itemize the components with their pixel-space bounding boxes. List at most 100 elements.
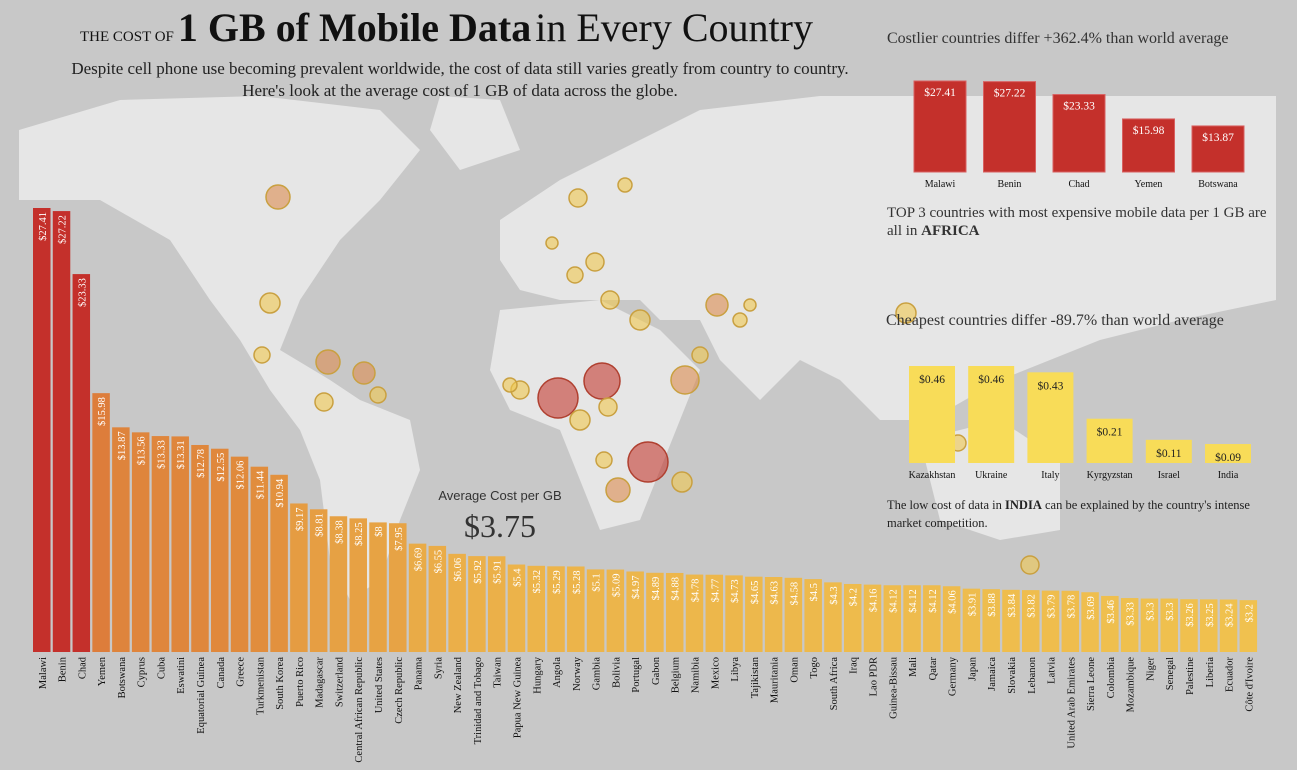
- bar-category-label: Greece: [236, 657, 247, 687]
- bar-chad: [72, 274, 91, 652]
- bar-category-label: Lao PDR: [869, 657, 880, 696]
- bar-lebanon: [1022, 590, 1040, 652]
- bar-value-label: $4.63: [770, 581, 781, 605]
- bar-category-label: Puerto Rico: [295, 657, 306, 707]
- map-bubble: [691, 346, 709, 364]
- bar-yemen: [92, 393, 110, 652]
- bar-category-label: Sierra Leone: [1086, 657, 1097, 711]
- map-bubble: [537, 377, 579, 419]
- map-bubble: [743, 298, 757, 312]
- bar-category-label: Qatar: [928, 657, 939, 681]
- bar-eswatini: [171, 436, 189, 652]
- bar-value-label: $3.88: [987, 593, 998, 617]
- bar-united-arab-emirates: [1061, 590, 1080, 652]
- bar-liberia: [1200, 599, 1218, 652]
- bar-category-label: Syria: [433, 657, 444, 680]
- map-bubble: [314, 392, 334, 412]
- map-bubble: [732, 312, 748, 328]
- cheap-bar: [909, 366, 955, 463]
- bar-colombia: [1101, 595, 1119, 652]
- bar-category-label: Benin: [58, 656, 69, 682]
- bar-category-label: Hungary: [532, 656, 543, 693]
- map-bubble: [352, 361, 376, 385]
- bar-category-label: Gambia: [592, 657, 603, 691]
- bar-category-label: Botswana: [117, 657, 128, 699]
- bar-value-label: $5.28: [572, 570, 583, 594]
- bar-tajikistan: [745, 576, 763, 652]
- map-bubble: [259, 292, 281, 314]
- bar-oman: [784, 577, 803, 652]
- bar-category-label: Mauritania: [770, 657, 781, 703]
- bar-value-label: $13.87: [117, 431, 128, 460]
- costly-bar: [913, 80, 967, 173]
- bar-cuba: [151, 436, 170, 652]
- bar-value-label: $5.1: [592, 573, 603, 591]
- bar-syria: [428, 545, 447, 652]
- bar-category-label: Liberia: [1205, 657, 1216, 688]
- bar-category-label: Central African Republic: [354, 657, 365, 763]
- map-bubble: [629, 309, 651, 331]
- bar-category-label: Ecuador: [1225, 656, 1236, 691]
- map-bubble: [627, 441, 669, 483]
- title-small: THE COST OF: [80, 29, 174, 45]
- bar-value-label: $9.17: [295, 507, 306, 531]
- map-bubble: [253, 346, 271, 364]
- bar-value-label: $3.82: [1027, 594, 1038, 618]
- cheap-bar-label: India: [1218, 470, 1239, 481]
- costly-note-text: TOP 3 countries with most expensive mobi…: [887, 205, 1267, 239]
- map-bubbles: [253, 177, 1040, 575]
- costly-bar-value: $27.41: [924, 86, 956, 99]
- bar-value-label: $4.88: [671, 577, 682, 601]
- bar-switzerland: [329, 516, 348, 652]
- title-rest: in Every Country: [535, 5, 813, 50]
- costly-bar-value: $13.87: [1202, 131, 1234, 144]
- bar-value-label: $6.06: [453, 558, 464, 582]
- cheap-bar-value: $0.21: [1097, 426, 1123, 439]
- bar-turkmenistan: [250, 466, 269, 652]
- bar-czech-republic: [389, 523, 407, 652]
- bar-category-label: Panama: [414, 657, 425, 691]
- bar-category-label: Iraq: [849, 656, 860, 674]
- bar-category-label: Turkmenistan: [255, 656, 266, 715]
- title-bold: 1 GB of Mobile Data: [177, 5, 532, 50]
- bar-value-label: $4.12: [928, 589, 939, 613]
- bar-category-label: Malawi: [38, 657, 49, 689]
- bar-category-label: Mexico: [710, 657, 721, 689]
- bar-qatar: [923, 585, 941, 652]
- bar-category-label: Papua New Guinea: [512, 657, 523, 738]
- map-bubble: [585, 252, 605, 272]
- costly-bar-label: Botswana: [1198, 179, 1238, 190]
- bar-greece: [230, 456, 249, 652]
- bar-value-label: $8: [374, 526, 385, 537]
- bar-value-label: $11.44: [255, 470, 266, 499]
- bar-value-label: $4.65: [750, 581, 761, 605]
- map-bubble: [502, 377, 518, 393]
- bar-value-label: $4.16: [869, 589, 880, 613]
- bar-category-label: Mali: [908, 657, 919, 677]
- bar-norway: [567, 566, 585, 652]
- bar-category-label: Togo: [809, 657, 820, 678]
- bar-value-label: $3.3: [1145, 603, 1156, 621]
- bar-category-label: Trinidad and Tobago: [473, 657, 484, 744]
- bar-category-label: Tajikistan: [750, 656, 761, 698]
- bar-category-label: Canada: [216, 657, 227, 689]
- bar-category-label: United States: [374, 657, 385, 713]
- cheap-bar: [1145, 439, 1192, 463]
- costly-bar-value: $23.33: [1063, 100, 1095, 113]
- bar-category-label: New Zealand: [453, 656, 464, 713]
- bar-togo: [804, 579, 822, 652]
- bar-value-label: $3.33: [1126, 602, 1137, 626]
- bar-value-label: $4.3: [829, 586, 840, 604]
- bar-value-label: $12.06: [236, 461, 247, 490]
- cheap-bar-label: Kyrgyzstan: [1087, 470, 1133, 481]
- bar-cyprus: [131, 432, 150, 652]
- cheap-heading: Cheapest countries differ -89.7% than wo…: [886, 312, 1224, 329]
- bar-category-label: Norway: [572, 656, 583, 691]
- costly-bar-label: Malawi: [925, 179, 956, 190]
- bar-value-label: $3.3: [1165, 603, 1176, 621]
- cheap-note: The low cost of data in INDIA can be exp…: [887, 496, 1282, 532]
- bar-category-label: Germany: [948, 656, 959, 696]
- bar-iraq: [843, 583, 862, 652]
